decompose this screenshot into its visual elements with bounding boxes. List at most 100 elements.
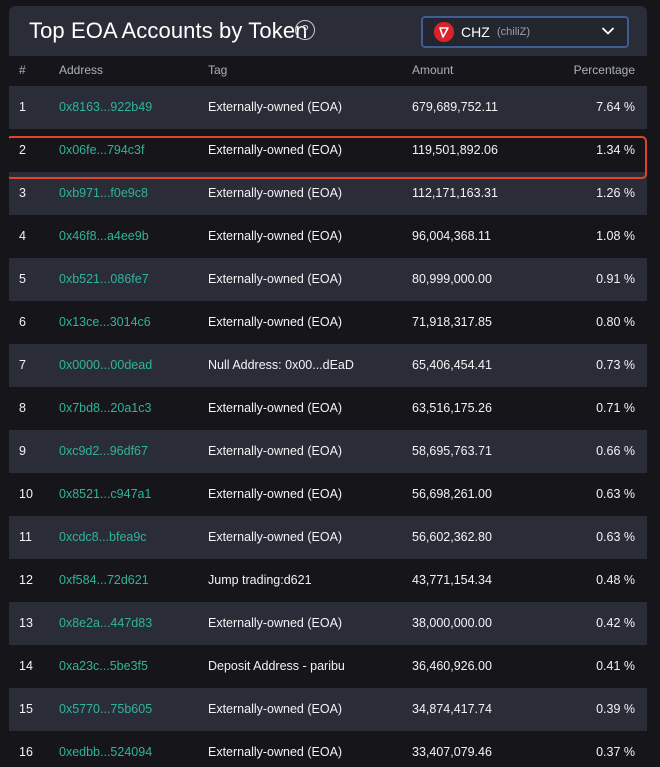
row-rank: 10 (19, 487, 33, 501)
row-tag: Externally-owned (EOA) (208, 272, 343, 286)
table-header: # Address Tag Amount Percentage (9, 56, 647, 86)
row-tag: Externally-owned (EOA) (208, 401, 343, 415)
table-row[interactable]: 4 0x46f8...a4ee9b Externally-owned (EOA) 96… (9, 215, 647, 258)
row-amount: 119,501,892.06 (412, 143, 498, 157)
row-rank: 12 (19, 573, 33, 587)
row-percentage: 7.64 % (596, 100, 635, 114)
row-percentage: 0.71 % (596, 401, 635, 415)
row-address-link[interactable]: 0xc9d2...96df67 (59, 444, 148, 458)
row-tag: Externally-owned (EOA) (208, 616, 343, 630)
chevron-down-icon[interactable] (601, 24, 615, 38)
table-row[interactable]: 6 0x13ce...3014c6 Externally-owned (EOA) 71… (9, 301, 647, 344)
row-address-link[interactable]: 0x5770...75b605 (59, 702, 153, 716)
row-percentage: 0.48 % (596, 573, 635, 587)
question-circle-icon[interactable]: ? (295, 20, 315, 40)
table-body: 1 0x8163...922b49 Externally-owned (EOA) 67… (9, 86, 647, 767)
row-percentage: 0.66 % (596, 444, 635, 458)
row-percentage: 0.63 % (596, 487, 635, 501)
row-percentage: 1.08 % (596, 229, 635, 243)
row-rank: 11 (19, 530, 32, 544)
row-amount: 71,918,317.85 (412, 315, 492, 329)
row-amount: 679,689,752.11 (412, 100, 498, 114)
row-address-link[interactable]: 0xb971...f0e9c8 (59, 186, 148, 200)
row-amount: 80,999,000.00 (412, 272, 492, 286)
row-percentage: 0.80 % (596, 315, 635, 329)
row-tag: Externally-owned (EOA) (208, 745, 343, 759)
row-tag: Externally-owned (EOA) (208, 444, 343, 458)
page-title: Top EOA Accounts by Token (29, 18, 308, 43)
token-select[interactable]: CHZ (chiliZ) (421, 16, 629, 48)
row-tag: Externally-owned (EOA) (208, 186, 343, 200)
table-row[interactable]: 11 0xcdc8...bfea9c Externally-owned (EOA) 5… (9, 516, 647, 559)
column-header-num: # (19, 63, 26, 77)
row-tag: Externally-owned (EOA) (208, 143, 343, 157)
row-address-link[interactable]: 0x7bd8...20a1c3 (59, 401, 152, 415)
panel-header: Top EOA Accounts by Token ? CHZ (chiliZ) (9, 6, 647, 56)
row-rank: 6 (19, 315, 26, 329)
table-row[interactable]: 3 0xb971...f0e9c8 Externally-owned (EOA) 11… (9, 172, 647, 215)
row-rank: 14 (19, 659, 33, 673)
table-row[interactable]: 2 0x06fe...794c3f Externally-owned (EOA) 11… (9, 129, 647, 172)
row-tag: Externally-owned (EOA) (208, 229, 343, 243)
row-tag: Jump trading:d621 (208, 573, 312, 587)
table-row[interactable]: 8 0x7bd8...20a1c3 Externally-owned (EOA) 63… (9, 387, 647, 430)
row-address-link[interactable]: 0x46f8...a4ee9b (59, 229, 149, 243)
table-row[interactable]: 16 0xedbb...524094 Externally-owned (EOA) 3… (9, 731, 647, 767)
row-rank: 8 (19, 401, 26, 415)
row-address-link[interactable]: 0xedbb...524094 (59, 745, 153, 759)
row-percentage: 1.26 % (596, 186, 635, 200)
column-header-percentage[interactable]: Percentage (573, 63, 635, 77)
row-percentage: 0.41 % (596, 659, 635, 673)
row-amount: 43,771,154.34 (412, 573, 492, 587)
row-amount: 58,695,763.71 (412, 444, 492, 458)
row-address-link[interactable]: 0x0000...00dead (59, 358, 153, 372)
row-tag: Null Address: 0x00...dEaD (208, 358, 354, 372)
row-amount: 38,000,000.00 (412, 616, 492, 630)
row-address-link[interactable]: 0xb521...086fe7 (59, 272, 149, 286)
row-address-link[interactable]: 0x06fe...794c3f (59, 143, 145, 157)
row-address-link[interactable]: 0x8163...922b49 (59, 100, 153, 114)
table-row[interactable]: 15 0x5770...75b605 Externally-owned (EOA) 3… (9, 688, 647, 731)
table-row[interactable]: 14 0xa23c...5be3f5 Deposit Address - parib… (9, 645, 647, 688)
row-tag: Externally-owned (EOA) (208, 315, 343, 329)
row-amount: 36,460,926.00 (412, 659, 492, 673)
row-rank: 2 (19, 143, 26, 157)
row-rank: 9 (19, 444, 26, 458)
column-header-address[interactable]: Address (59, 63, 104, 77)
table-row[interactable]: 13 0x8e2a...447d83 Externally-owned (EOA) 3… (9, 602, 647, 645)
row-percentage: 0.91 % (596, 272, 635, 286)
row-rank: 3 (19, 186, 26, 200)
row-tag: Externally-owned (EOA) (208, 530, 343, 544)
table-row[interactable]: 5 0xb521...086fe7 Externally-owned (EOA) 80… (9, 258, 647, 301)
row-amount: 34,874,417.74 (412, 702, 492, 716)
table-row[interactable]: 1 0x8163...922b49 Externally-owned (EOA) 67… (9, 86, 647, 129)
row-percentage: 0.63 % (596, 530, 635, 544)
row-address-link[interactable]: 0xf584...72d621 (59, 573, 149, 587)
row-amount: 33,407,079.46 (412, 745, 492, 759)
row-rank: 13 (19, 616, 33, 630)
row-percentage: 0.37 % (596, 745, 635, 759)
row-percentage: 0.73 % (596, 358, 635, 372)
accounts-table: # Address Tag Amount Percentage 1 0x8163.… (9, 56, 647, 767)
row-percentage: 0.42 % (596, 616, 635, 630)
column-header-amount[interactable]: Amount (412, 63, 454, 77)
row-address-link[interactable]: 0xa23c...5be3f5 (59, 659, 148, 673)
row-tag: Deposit Address - paribu (208, 659, 345, 673)
row-address-link[interactable]: 0x8e2a...447d83 (59, 616, 153, 630)
column-header-tag[interactable]: Tag (208, 63, 228, 77)
row-address-link[interactable]: 0x13ce...3014c6 (59, 315, 151, 329)
row-address-link[interactable]: 0x8521...c947a1 (59, 487, 152, 501)
table-row[interactable]: 7 0x0000...00dead Null Address: 0x00...dEa… (9, 344, 647, 387)
row-tag: Externally-owned (EOA) (208, 702, 343, 716)
table-row[interactable]: 12 0xf584...72d621 Jump trading:d621 43,771… (9, 559, 647, 602)
row-amount: 112,171,163.31 (412, 186, 498, 200)
chiliz-logo-icon (434, 22, 454, 42)
row-amount: 65,406,454.41 (412, 358, 492, 372)
row-rank: 16 (19, 745, 33, 759)
table-row[interactable]: 9 0xc9d2...96df67 Externally-owned (EOA) 58… (9, 430, 647, 473)
top-eoa-panel: Top EOA Accounts by Token ? CHZ (chiliZ)… (9, 6, 647, 767)
table-row[interactable]: 10 0x8521...c947a1 Externally-owned (EOA) 5… (9, 473, 647, 516)
row-address-link[interactable]: 0xcdc8...bfea9c (59, 530, 147, 544)
row-rank: 1 (19, 100, 26, 114)
token-name: (chiliZ) (497, 26, 530, 38)
